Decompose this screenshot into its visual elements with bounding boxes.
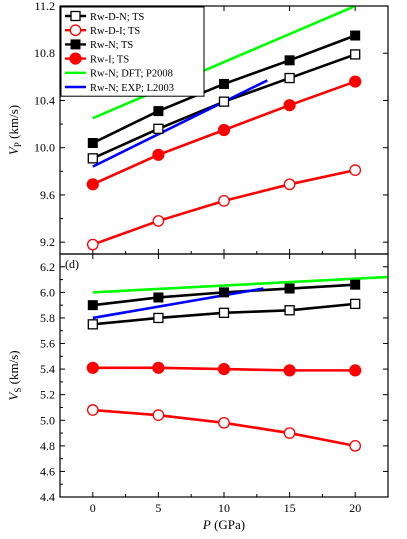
vp-data-point [86, 178, 99, 191]
vs-series-group [86, 275, 388, 452]
vp-data-point [217, 123, 231, 137]
vs-ytick-label: 4.8 [40, 439, 55, 453]
vs-panel: 4.4 4.6 4.8 5.0 5.2 5.4 5.6 5.8 6.0 6.2 0 5 10 15 20 VS… [6, 253, 389, 532]
vp-data-point [349, 164, 362, 177]
vs-data-point [218, 307, 230, 318]
legend-entry: Rw-N; EXP; L2003 [90, 83, 174, 94]
vs-data-point [217, 363, 231, 376]
vs-data-point [349, 439, 362, 452]
vs-data-point [283, 427, 296, 439]
legend: Rw-D-N; TS Rw-D-I; TS Rw-N; TS Rw-I; TS Rw-N… [60, 6, 205, 97]
vs-data-point [152, 409, 165, 421]
vp-data-point [218, 195, 230, 207]
vs-y-axis-label: VS (km/s) [6, 350, 23, 400]
vp-series-line [92, 168, 356, 246]
vs-ytick-label: 5.0 [40, 413, 55, 427]
vs-data-point [87, 300, 98, 311]
vp-data-point [350, 30, 361, 41]
vp-data-point [153, 123, 164, 134]
legend-marker [69, 24, 82, 37]
vp-data-point [350, 49, 361, 60]
vp-data-point [219, 78, 229, 89]
vp-series-group [86, 6, 362, 251]
vs-xtick-label: 5 [155, 501, 161, 515]
vp-data-point [218, 96, 230, 107]
vp-panel: 9.2 9.6 10.0 10.4 10.8 11.2 VP (km/s) Rw-D-N; T… [6, 0, 389, 255]
vs-data-point [284, 305, 295, 316]
vs-data-point [218, 416, 230, 429]
vs-data-point [86, 404, 99, 416]
vp-data-point [87, 137, 98, 148]
vp-ytick-label: 10.4 [34, 93, 55, 107]
vp-data-point [86, 238, 99, 251]
vp-ytick-label: 11.2 [34, 0, 55, 13]
vs-x-axis-label: P (GPa) [202, 517, 245, 532]
legend-entry: Rw-D-I; TS [90, 26, 140, 37]
vs-xtick-label: 0 [90, 501, 96, 515]
vs-plot-frame [59, 253, 389, 498]
vs-data-point [350, 279, 361, 290]
vp-data-point [284, 72, 295, 84]
vs-series-line [92, 275, 388, 294]
vs-data-point [283, 364, 296, 377]
vp-data-point [153, 106, 164, 117]
legend-marker [69, 52, 82, 65]
vp-ytick-label: 10.8 [34, 46, 55, 60]
vs-ticks: 4.4 4.6 4.8 5.0 5.2 5.4 5.6 5.8 6.0 6.2 0 5 10 15 20 [40, 254, 388, 515]
legend-entry: Rw-N; DFT; P2008 [90, 69, 173, 80]
vp-data-point [87, 153, 98, 164]
vp-ticks: 9.2 9.6 10.0 10.4 10.8 11.2 [34, 0, 388, 254]
vs-ytick-label: 5.8 [40, 311, 55, 325]
vs-panel-tag: (d) [65, 257, 79, 271]
vp-data-point [349, 75, 362, 88]
vs-xtick-label: 15 [284, 501, 296, 515]
vp-data-point [152, 215, 165, 227]
vs-series-line [92, 287, 264, 320]
vs-ytick-label: 4.4 [40, 490, 55, 504]
vs-ytick-label: 5.2 [40, 388, 55, 402]
vp-data-point [283, 99, 296, 112]
vs-data-point [153, 292, 164, 303]
legend-box [60, 6, 205, 97]
vs-xtick-label: 20 [349, 501, 361, 515]
legend-marker [70, 39, 81, 50]
vs-ytick-label: 4.6 [40, 464, 55, 478]
vs-data-point [86, 361, 99, 374]
vs-data-point [152, 361, 165, 374]
vp-ytick-label: 9.6 [40, 188, 55, 202]
vp-data-point [152, 148, 165, 161]
vs-ytick-label: 5.4 [40, 362, 55, 376]
legend-entry: Rw-I; TS [90, 54, 129, 65]
vs-data-point [87, 319, 98, 330]
legend-entry: Rw-N; TS [90, 40, 133, 51]
vp-y-axis-label: VP (km/s) [6, 105, 23, 155]
vs-data-point [350, 298, 361, 310]
vs-xtick-label: 10 [218, 501, 230, 515]
vs-data-point [349, 364, 362, 377]
legend-entry: Rw-D-N; TS [90, 12, 145, 23]
vp-ytick-label: 9.2 [40, 235, 55, 249]
vs-ytick-label: 6.0 [40, 285, 55, 299]
vs-ytick-label: 5.6 [40, 337, 55, 351]
vs-data-point [284, 283, 295, 294]
legend-marker [70, 10, 81, 22]
vp-series-line [92, 6, 356, 120]
vs-data-point [219, 287, 229, 298]
vp-series-line [92, 79, 268, 168]
vs-data-point [153, 312, 164, 324]
vp-data-point [283, 178, 296, 191]
vp-data-point [284, 55, 295, 66]
vs-ytick-label: 6.2 [40, 260, 55, 274]
vp-ytick-label: 10.0 [34, 141, 55, 155]
